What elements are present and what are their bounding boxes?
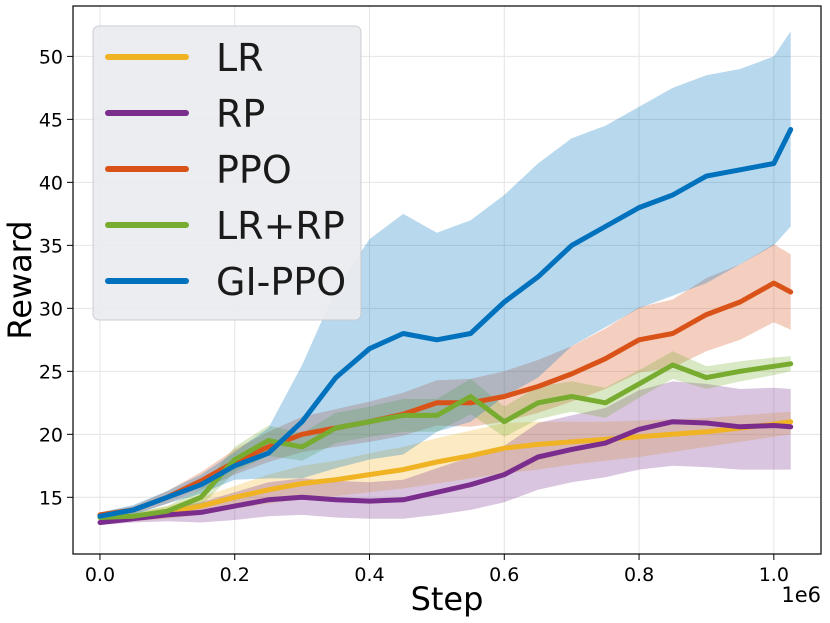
y-tick-label: 20 bbox=[39, 424, 63, 446]
legend-label-lr-rp: LR+RP bbox=[216, 204, 345, 248]
x-tick-label: 1.0 bbox=[759, 564, 789, 586]
line-ppo bbox=[97, 280, 794, 518]
line-rp bbox=[97, 419, 794, 525]
plot-frame bbox=[72, 5, 822, 555]
legend-box bbox=[92, 25, 362, 321]
y-tick-label: 25 bbox=[39, 361, 63, 383]
legend-label-gi-ppo: GI-PPO bbox=[216, 260, 346, 304]
x-axis-label: Step bbox=[411, 580, 484, 618]
x-tick-label: 0.4 bbox=[354, 564, 384, 586]
line-gi-ppo bbox=[97, 127, 794, 519]
x-tick-label: 0.2 bbox=[220, 564, 250, 586]
line-lr-rp bbox=[97, 361, 794, 520]
y-tick-label: 45 bbox=[39, 109, 63, 131]
y-tick-label: 30 bbox=[39, 298, 63, 320]
y-tick-label: 50 bbox=[39, 46, 63, 68]
x-offset-label: 1e6 bbox=[781, 583, 821, 607]
x-tick-label: 0.8 bbox=[624, 564, 654, 586]
y-tick-label: 15 bbox=[39, 487, 63, 509]
line-layer bbox=[97, 127, 794, 525]
legend-label-lr: LR bbox=[216, 36, 264, 80]
legend-label-ppo: PPO bbox=[216, 148, 292, 192]
y-tick-label: 35 bbox=[39, 235, 63, 257]
y-axis-label: Reward bbox=[1, 220, 39, 339]
legend-label-rp: RP bbox=[216, 92, 265, 136]
x-tick-label: 0.0 bbox=[85, 564, 115, 586]
band-gi-ppo bbox=[100, 31, 791, 520]
x-tick-label: 0.6 bbox=[489, 564, 519, 586]
tick-layer: 0.0 0.2 0.4 0.6 0.8 1.0 15 20 25 30 35 40 45 50 bbox=[39, 46, 789, 586]
line-lr bbox=[97, 419, 794, 520]
y-tick-label: 40 bbox=[39, 172, 63, 194]
legend: LR RP PPO LR+RP GI-PPO bbox=[92, 25, 362, 321]
